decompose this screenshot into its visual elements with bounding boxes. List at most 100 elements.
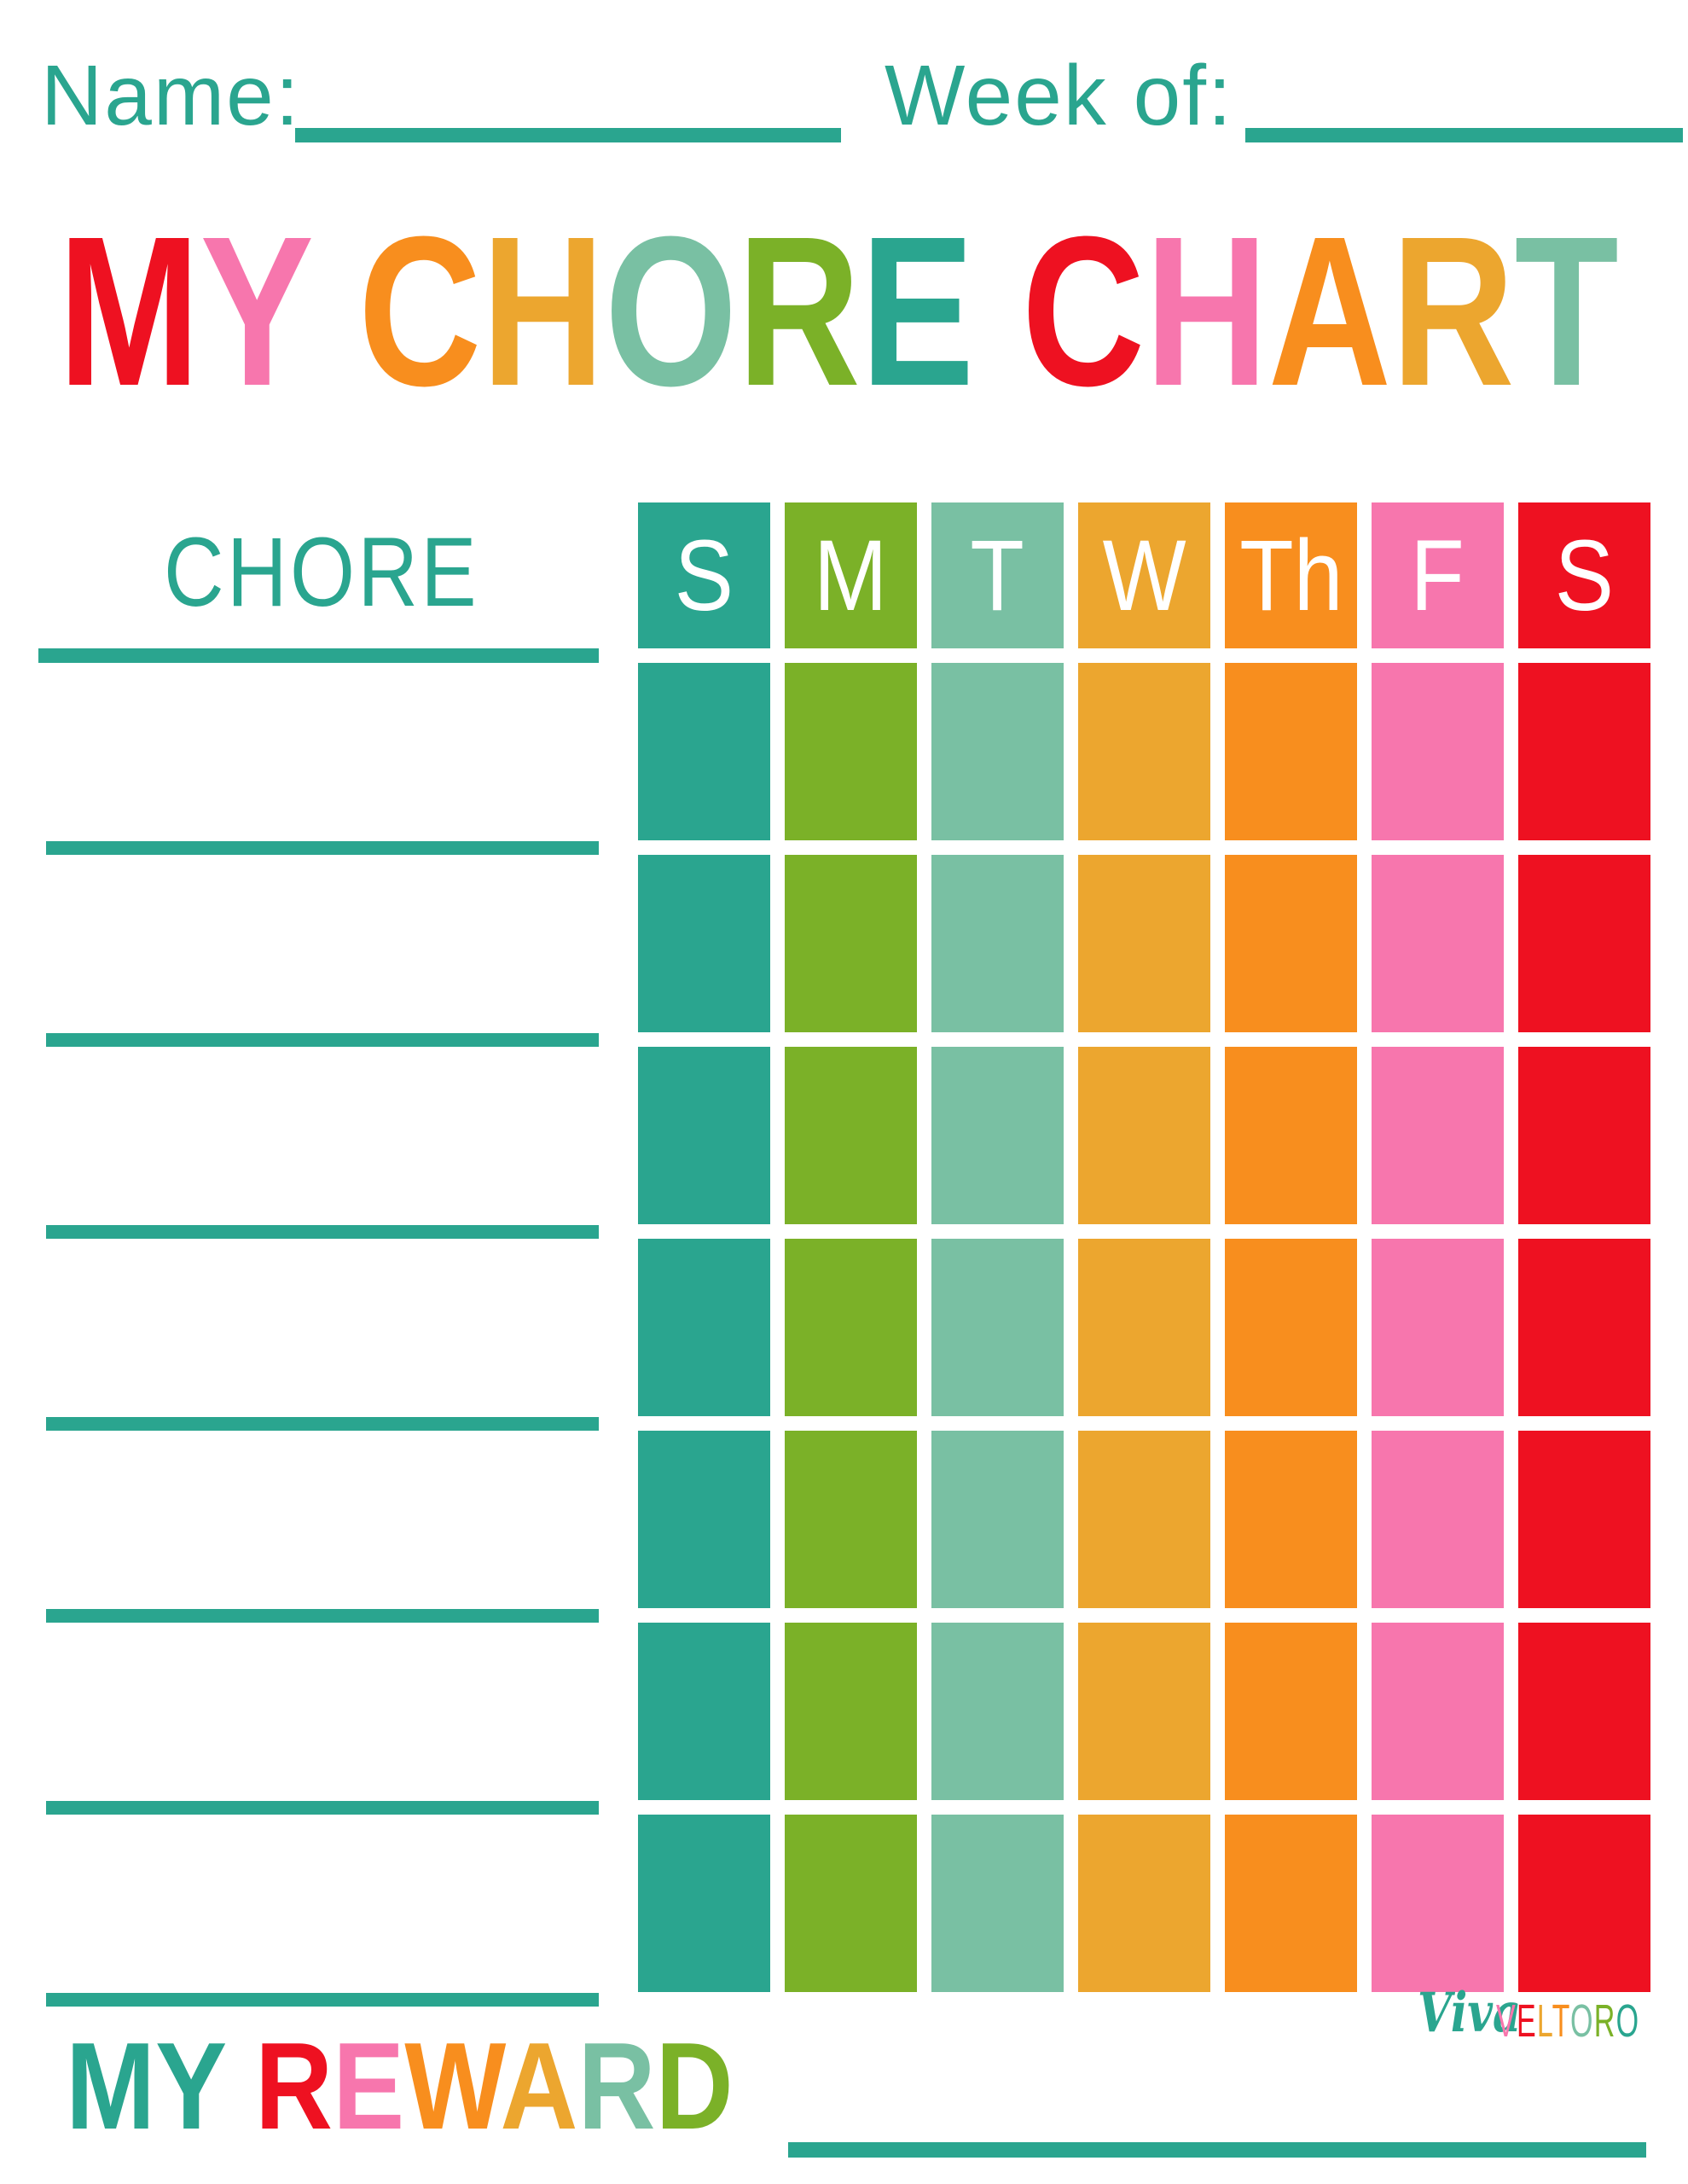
grid-cell-thursday-row4[interactable]	[1225, 1239, 1357, 1416]
grid-cell-monday-row3[interactable]	[785, 1047, 917, 1224]
day-header-label: S	[674, 519, 734, 632]
letter: W	[404, 2017, 501, 2155]
letter-space	[225, 2017, 255, 2155]
grid-cell-thursday-row1[interactable]	[1225, 663, 1357, 840]
letter: T	[1552, 1995, 1571, 2047]
grid-cell-monday-row7[interactable]	[785, 1815, 917, 1992]
reward-input-line[interactable]	[788, 2142, 1646, 2158]
chore-input-line-row3[interactable]	[46, 1225, 599, 1239]
day-header-label: T	[970, 519, 1025, 632]
letter: A	[1267, 192, 1392, 430]
grid-cell-monday-row5[interactable]	[785, 1431, 917, 1608]
grid-cell-thursday-row3[interactable]	[1225, 1047, 1357, 1224]
chore-input-line-row4[interactable]	[46, 1417, 599, 1431]
letter: C	[1021, 192, 1146, 430]
grid-cell-sunday-row4[interactable]	[638, 1239, 770, 1416]
grid-cell-wednesday-row1[interactable]	[1078, 663, 1210, 840]
grid-cell-tuesday-row2[interactable]	[931, 855, 1064, 1032]
letter: Y	[200, 192, 311, 430]
chore-input-line-row2[interactable]	[46, 1033, 599, 1047]
name-input-line[interactable]	[295, 128, 841, 142]
grid-cell-thursday-row6[interactable]	[1225, 1623, 1357, 1800]
grid-cell-saturday-row6[interactable]	[1518, 1623, 1650, 1800]
grid-cell-friday-row3[interactable]	[1372, 1047, 1504, 1224]
letter: M	[58, 192, 200, 430]
grid-cell-wednesday-row6[interactable]	[1078, 1623, 1210, 1800]
letter: E	[860, 192, 975, 430]
grid-cell-wednesday-row3[interactable]	[1078, 1047, 1210, 1224]
brand-word-veltoro: VELTORO	[1496, 1998, 1639, 2044]
grid-cell-monday-row2[interactable]	[785, 855, 917, 1032]
grid-cell-sunday-row6[interactable]	[638, 1623, 770, 1800]
name-label: Name:	[41, 48, 301, 143]
grid-cell-friday-row7[interactable]	[1372, 1815, 1504, 1992]
grid-cell-saturday-row4[interactable]	[1518, 1239, 1650, 1416]
letter: R	[577, 2017, 656, 2155]
chore-input-line-row6[interactable]	[46, 1801, 599, 1815]
day-header-saturday: S	[1518, 502, 1650, 648]
grid-cell-sunday-row2[interactable]	[638, 855, 770, 1032]
grid-cell-tuesday-row7[interactable]	[931, 1815, 1064, 1992]
day-header-tuesday: T	[931, 502, 1064, 648]
reward-title: MY REWARD	[66, 2024, 734, 2148]
letter: Y	[155, 2017, 225, 2155]
grid-cell-friday-row4[interactable]	[1372, 1239, 1504, 1416]
letter: O	[1615, 1995, 1640, 2047]
chore-write-lines	[46, 841, 599, 2036]
grid-cell-saturday-row2[interactable]	[1518, 855, 1650, 1032]
grid-cell-wednesday-row4[interactable]	[1078, 1239, 1210, 1416]
letter: O	[604, 192, 738, 430]
grid-cell-thursday-row2[interactable]	[1225, 855, 1357, 1032]
letter: E	[333, 2017, 405, 2155]
grid-cell-monday-row1[interactable]	[785, 663, 917, 840]
grid-cell-tuesday-row6[interactable]	[931, 1623, 1064, 1800]
chore-column-header: CHORE	[164, 518, 480, 627]
letter: H	[481, 192, 605, 430]
grid-cell-friday-row2[interactable]	[1372, 855, 1504, 1032]
grid-cell-sunday-row1[interactable]	[638, 663, 770, 840]
grid-cell-friday-row6[interactable]	[1372, 1623, 1504, 1800]
week-of-input-line[interactable]	[1245, 128, 1683, 142]
grid-cell-saturday-row1[interactable]	[1518, 663, 1650, 840]
chore-input-line-row5[interactable]	[46, 1609, 599, 1623]
grid-cell-tuesday-row1[interactable]	[931, 663, 1064, 840]
grid-cell-tuesday-row3[interactable]	[931, 1047, 1064, 1224]
grid-cell-sunday-row3[interactable]	[638, 1047, 770, 1224]
letter: R	[1391, 192, 1515, 430]
grid-cell-monday-row4[interactable]	[785, 1239, 917, 1416]
chore-input-line-row1[interactable]	[46, 841, 599, 855]
grid-cell-wednesday-row7[interactable]	[1078, 1815, 1210, 1992]
letter: V	[1496, 1995, 1517, 2047]
grid-cell-wednesday-row5[interactable]	[1078, 1431, 1210, 1608]
letter: C	[357, 192, 482, 430]
day-header-label: W	[1102, 519, 1186, 632]
grid-cell-tuesday-row4[interactable]	[931, 1239, 1064, 1416]
day-header-label: F	[1410, 519, 1465, 632]
letter: L	[1536, 1995, 1552, 2047]
grid-cell-thursday-row7[interactable]	[1225, 1815, 1357, 1992]
letter: A	[500, 2017, 578, 2155]
grid-cell-saturday-row7[interactable]	[1518, 1815, 1650, 1992]
letter: H	[1145, 192, 1268, 430]
chore-input-line-row7[interactable]	[46, 1993, 599, 2007]
grid-cell-friday-row1[interactable]	[1372, 663, 1504, 840]
grid-cell-friday-row5[interactable]	[1372, 1431, 1504, 1608]
day-header-wednesday: W	[1078, 502, 1210, 648]
letter: O	[1570, 1995, 1594, 2047]
grid-cell-monday-row6[interactable]	[785, 1623, 917, 1800]
grid-cell-tuesday-row5[interactable]	[931, 1431, 1064, 1608]
week-of-label: Week of:	[885, 48, 1233, 143]
grid-cell-saturday-row3[interactable]	[1518, 1047, 1650, 1224]
chore-grid: S M T W Th F S	[638, 502, 1650, 1992]
grid-cell-sunday-row5[interactable]	[638, 1431, 770, 1608]
grid-cell-wednesday-row2[interactable]	[1078, 855, 1210, 1032]
grid-cell-saturday-row5[interactable]	[1518, 1431, 1650, 1608]
letter: D	[655, 2017, 734, 2155]
letter-space	[310, 192, 358, 430]
chore-header-underline	[38, 648, 599, 663]
grid-cell-sunday-row7[interactable]	[638, 1815, 770, 1992]
day-header-thursday: Th	[1225, 502, 1357, 648]
page-title: MY CHORE CHART	[58, 205, 1619, 418]
grid-cell-thursday-row5[interactable]	[1225, 1431, 1357, 1608]
